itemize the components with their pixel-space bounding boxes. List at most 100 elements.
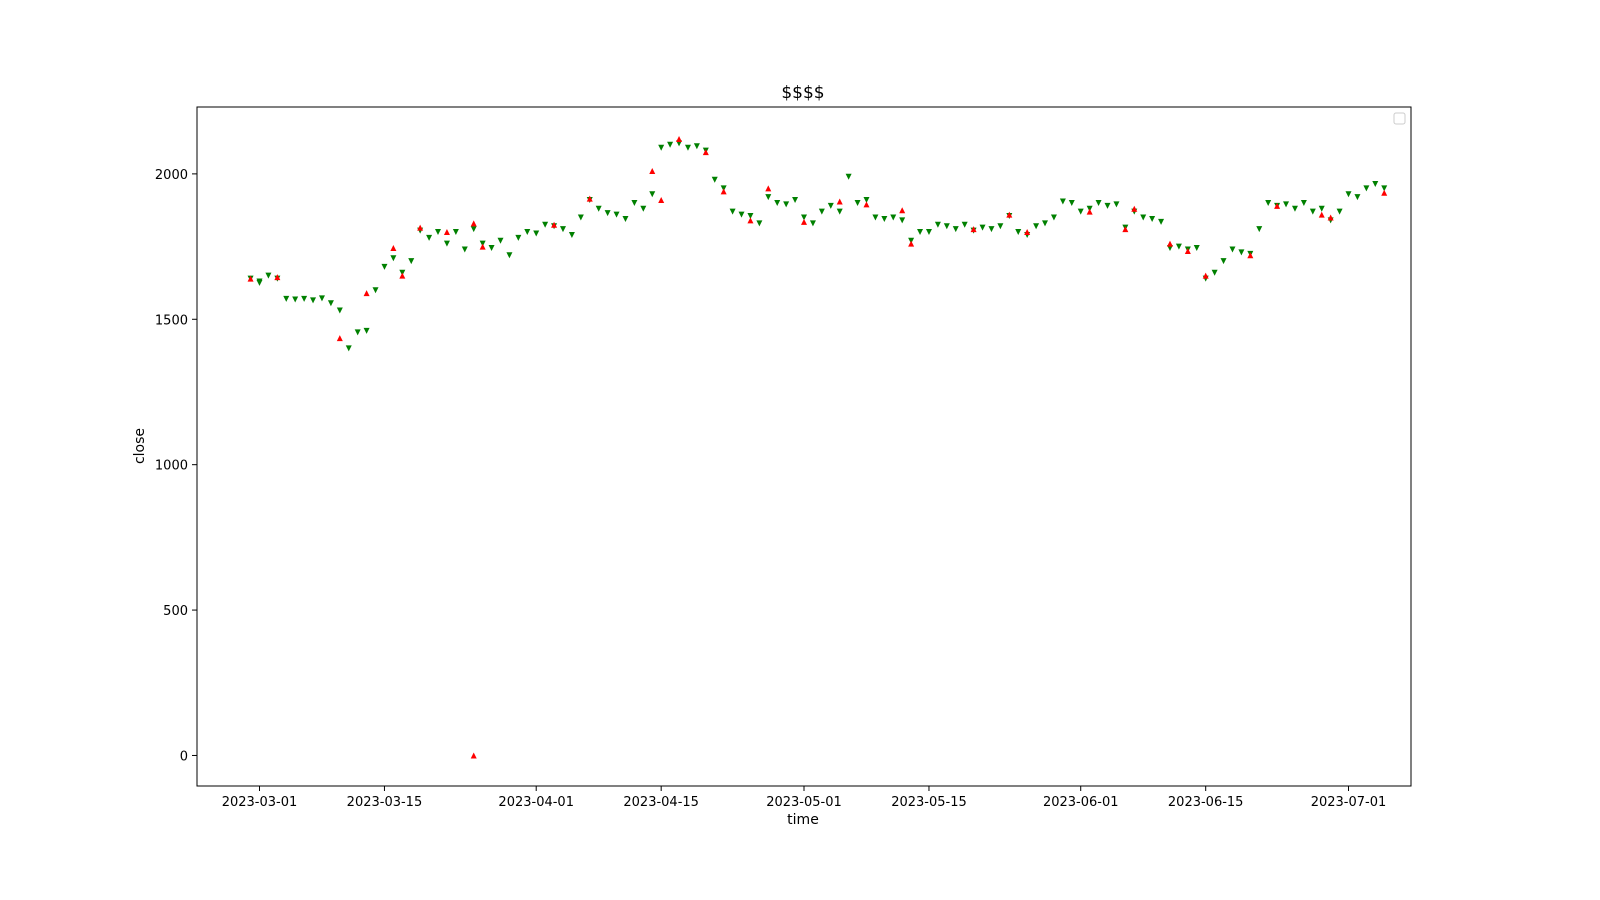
data-point (426, 234, 433, 241)
data-point (970, 226, 977, 233)
data-point (470, 752, 477, 759)
data-point (1033, 223, 1040, 230)
x-tick-label: 2023-04-01 (498, 795, 574, 810)
data-point (1184, 247, 1191, 254)
data-point (1015, 229, 1022, 236)
data-point (390, 245, 397, 252)
data-point (658, 144, 665, 151)
data-point (390, 255, 397, 262)
data-point (1381, 189, 1388, 196)
data-point (908, 240, 915, 247)
data-point (1042, 220, 1049, 227)
data-point (658, 197, 665, 204)
data-point (943, 223, 950, 230)
data-point (1113, 201, 1120, 208)
data-point (586, 195, 593, 202)
data-point (1256, 226, 1263, 233)
data-point (551, 221, 558, 228)
data-point (1166, 240, 1173, 247)
data-point (1229, 246, 1236, 253)
data-point (1220, 258, 1227, 265)
data-point (443, 240, 450, 247)
data-point (1158, 218, 1165, 225)
data-point (524, 229, 531, 236)
data-point (435, 229, 442, 236)
data-point (559, 226, 566, 233)
data-point (470, 220, 477, 227)
series-layer (247, 135, 1388, 759)
y-axis: 0 500 1000 1500 2000 (155, 168, 197, 764)
data-point (747, 213, 754, 220)
data-point (1131, 205, 1138, 212)
data-point (1140, 214, 1147, 221)
data-point (997, 223, 1004, 230)
data-point (256, 279, 263, 286)
data-point (988, 226, 995, 233)
data-point (1372, 181, 1379, 188)
data-point (1059, 198, 1066, 205)
data-point (336, 307, 343, 314)
data-point (684, 144, 691, 151)
data-point (1318, 205, 1325, 212)
data-point (1024, 229, 1031, 236)
data-point (961, 221, 968, 228)
data-point (1283, 201, 1290, 208)
data-point (613, 211, 620, 218)
data-point (836, 198, 843, 205)
data-point (1006, 211, 1013, 218)
y-tick-label: 1000 (155, 459, 188, 474)
data-point (274, 274, 281, 281)
data-point (801, 214, 807, 221)
data-point (417, 224, 424, 231)
data-point (1238, 249, 1245, 256)
data-point (890, 214, 897, 221)
legend-box (1393, 112, 1406, 125)
data-point (533, 230, 540, 237)
data-point (488, 245, 495, 252)
data-point (1274, 202, 1281, 209)
data-point (1202, 272, 1209, 279)
data-point (765, 185, 772, 192)
data-point (470, 226, 477, 233)
data-point (381, 263, 388, 270)
data-point (568, 231, 575, 238)
data-point (354, 329, 361, 336)
data-point (1327, 214, 1334, 221)
data-point (479, 243, 486, 250)
data-point (497, 237, 504, 244)
data-point (925, 229, 932, 236)
data-point (515, 234, 522, 241)
data-point (863, 201, 870, 208)
data-point (318, 295, 325, 302)
data-point (336, 335, 343, 342)
data-point (1291, 205, 1298, 212)
data-point (345, 345, 352, 352)
data-point (1086, 208, 1093, 215)
series-0 (247, 140, 1388, 352)
data-point (640, 205, 647, 212)
data-point (801, 218, 807, 225)
data-point (399, 272, 406, 279)
data-point (1247, 252, 1254, 259)
x-tick-label: 2023-07-01 (1311, 795, 1387, 810)
data-point (542, 221, 549, 228)
chart-title: $$$$ (781, 83, 824, 103)
data-point (1318, 211, 1325, 218)
data-point (729, 208, 736, 215)
data-point (1122, 226, 1129, 233)
data-point (676, 135, 683, 142)
data-point (1265, 199, 1272, 206)
data-point (1381, 185, 1388, 192)
data-point (809, 220, 816, 227)
data-point (1175, 243, 1182, 250)
data-point (818, 208, 825, 215)
data-point (506, 252, 513, 259)
data-point (363, 327, 370, 334)
data-point (649, 191, 656, 198)
x-tick-label: 2023-04-15 (623, 795, 699, 810)
data-point (1050, 214, 1057, 221)
data-point (702, 149, 709, 156)
x-axis: 2023-03-01 2023-03-15 2023-04-01 2023-04-15… (222, 786, 1387, 810)
y-tick-label: 2000 (155, 168, 188, 183)
